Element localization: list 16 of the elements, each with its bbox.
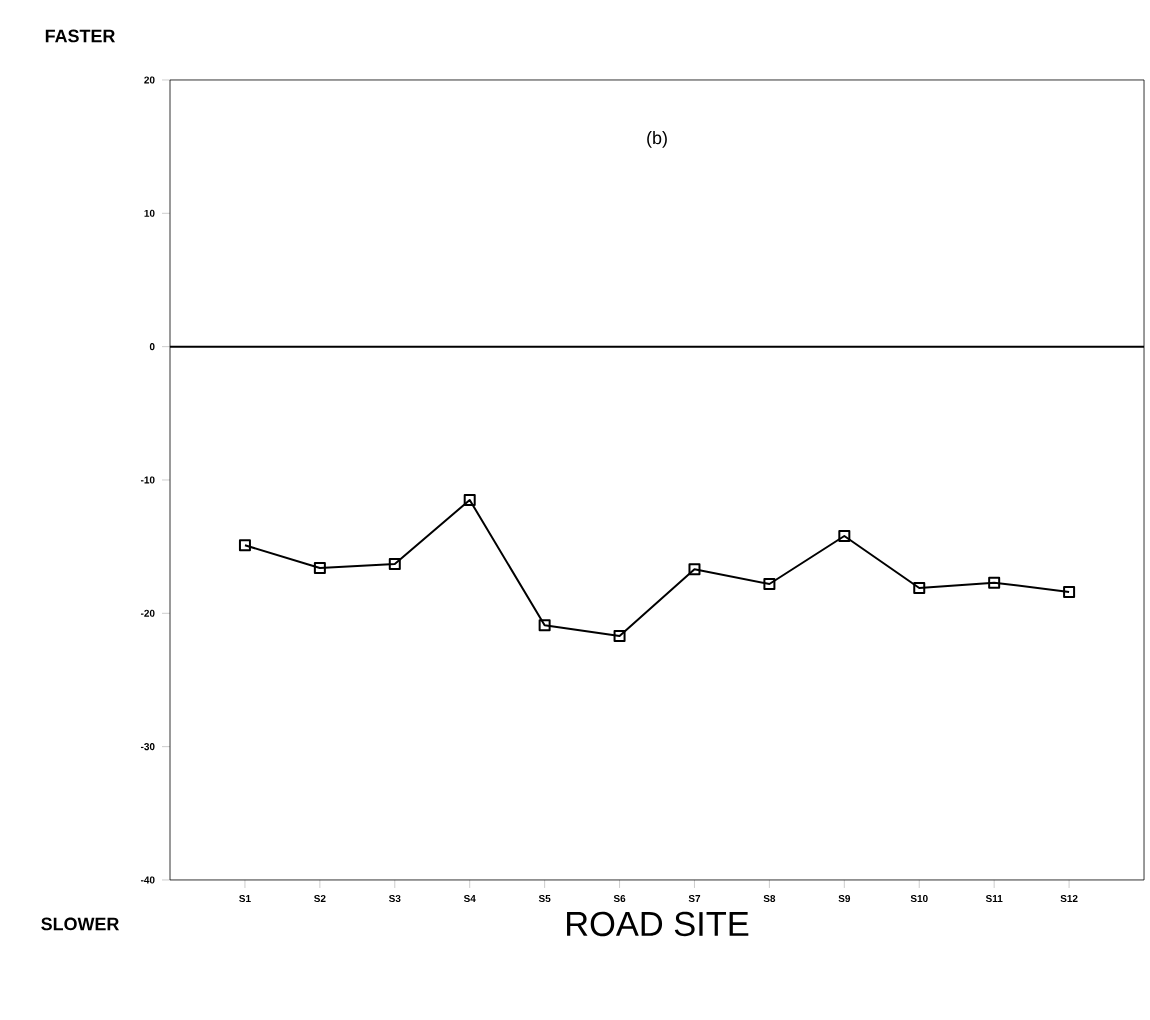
point: [763, 577, 776, 590]
point: [613, 629, 626, 642]
point: [988, 576, 1001, 589]
point: [313, 561, 326, 574]
text: SLOWER: [41, 917, 120, 931]
point: [1063, 585, 1076, 598]
text: FASTER: [45, 29, 116, 43]
point: [913, 581, 926, 594]
point: [388, 557, 401, 570]
point: [838, 529, 851, 542]
x-axis-title: ROAD SITE: [567, 911, 749, 937]
point: [463, 493, 476, 506]
point: [688, 563, 701, 576]
point: [538, 619, 551, 632]
point: [238, 539, 251, 552]
text: (b): [647, 131, 667, 148]
